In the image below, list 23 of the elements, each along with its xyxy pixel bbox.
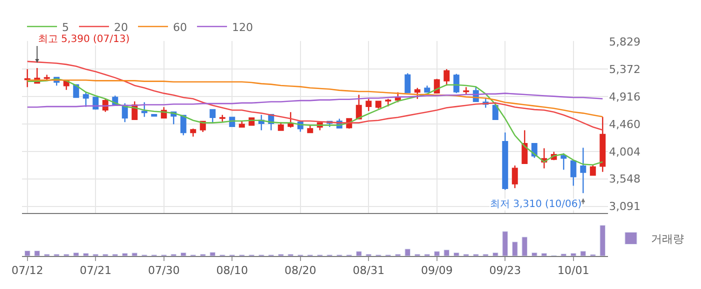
legend-label: 20 — [114, 20, 128, 34]
x-tick-label: 08/20 — [284, 264, 316, 278]
y-tick-label: 5,372 — [609, 63, 640, 76]
y-tick-label: 4,916 — [609, 90, 640, 104]
x-tick-label: 08/31 — [352, 264, 384, 278]
legend-label: 5 — [62, 20, 69, 34]
y-tick-label: 3,091 — [609, 200, 640, 214]
legend-label: 거래량 — [650, 232, 684, 246]
x-tick-label: 07/21 — [80, 264, 112, 278]
y-tick-label: 5,829 — [609, 36, 640, 49]
x-tick-label: 09/23 — [489, 264, 521, 278]
legend-label: 60 — [173, 20, 187, 34]
x-tick-label: 07/30 — [148, 264, 180, 278]
annotation: 최고 5,390 (07/13) — [38, 34, 130, 45]
y-tick-label: 4,004 — [609, 145, 640, 158]
x-tick-label: 08/10 — [216, 264, 248, 278]
x-tick-label: 09/09 — [421, 264, 453, 278]
y-tick-label: 3,548 — [609, 172, 640, 186]
y-tick-label: 4,460 — [609, 118, 640, 131]
annotation: 최저 3,310 (10/06) — [490, 199, 582, 210]
legend-label: 120 — [232, 20, 253, 34]
x-tick-label: 10/01 — [558, 264, 590, 278]
x-tick-label: 07/12 — [12, 264, 44, 278]
